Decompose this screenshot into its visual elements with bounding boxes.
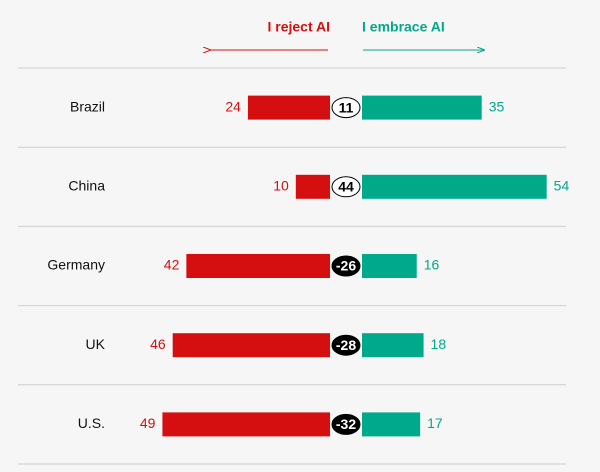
category-label: UK (86, 336, 106, 352)
bar-reject (172, 333, 330, 358)
net-oval (331, 255, 361, 277)
bar-embrace (362, 333, 424, 358)
category-label: Germany (47, 257, 105, 273)
value-label: 46 (150, 336, 166, 352)
bar-embrace (362, 412, 421, 437)
value-label: 10 (273, 178, 289, 194)
value-label: 35 (489, 98, 505, 114)
bar-reject (186, 254, 330, 278)
value-label: 24 (225, 98, 241, 114)
bar-reject (295, 174, 330, 199)
bar-reject (162, 412, 330, 437)
net-label: -26 (336, 258, 356, 274)
net-oval (331, 97, 361, 119)
bar-embrace (362, 254, 417, 278)
value-label: 18 (431, 336, 447, 352)
category-label: U.S. (78, 415, 105, 431)
net-oval (331, 413, 361, 435)
legend-embrace: I embrace AI (362, 19, 445, 35)
net-oval (331, 334, 361, 356)
bar-reject (247, 95, 330, 120)
net-label: -28 (336, 337, 356, 353)
net-oval (331, 176, 361, 198)
value-label: 42 (164, 257, 180, 273)
bar-embrace (362, 95, 482, 120)
net-label: 44 (338, 179, 354, 195)
value-label: 49 (140, 415, 156, 431)
category-label: China (68, 178, 105, 194)
legend-reject: I reject AI (267, 19, 330, 35)
net-label: -32 (336, 416, 356, 432)
bar-embrace (362, 174, 547, 199)
value-label: 17 (427, 415, 443, 431)
value-label: 54 (554, 178, 570, 194)
net-label: 11 (339, 99, 354, 115)
category-label: Brazil (70, 98, 105, 114)
value-label: 16 (424, 257, 440, 273)
